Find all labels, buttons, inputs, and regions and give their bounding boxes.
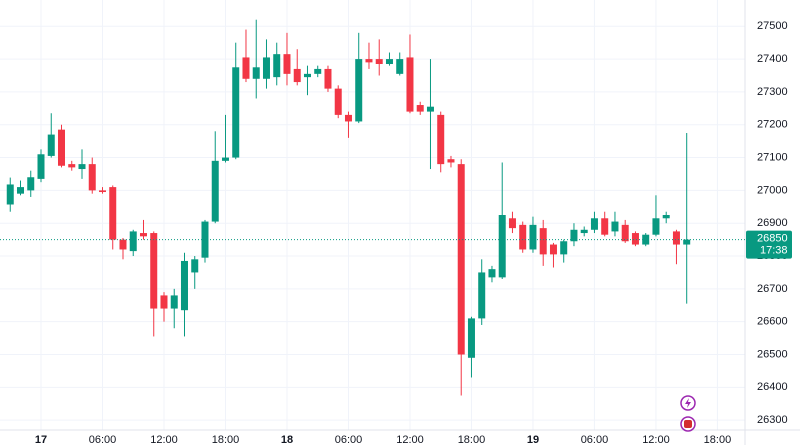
candle-body: [508, 218, 516, 229]
candle-body: [283, 54, 291, 74]
candle-body: [365, 59, 373, 63]
candle-body: [139, 233, 147, 237]
candle-body: [447, 159, 455, 163]
y-tick-label: 27200: [757, 119, 788, 131]
candle-body: [47, 134, 55, 156]
candle-body: [88, 164, 96, 191]
candle-body: [129, 231, 137, 252]
candle-body: [303, 73, 311, 78]
x-tick-label: 12:00: [642, 434, 670, 445]
y-tick-label: 26300: [757, 414, 788, 426]
candle-body: [334, 88, 342, 115]
candle-body: [191, 259, 199, 273]
candle-body: [406, 57, 414, 112]
candle-body: [16, 187, 24, 194]
y-tick-label: 27500: [757, 20, 788, 32]
candle-body: [180, 260, 188, 311]
candle-body: [6, 184, 14, 205]
candle-body: [160, 295, 168, 309]
candle-body: [324, 68, 332, 89]
candle-body: [37, 154, 45, 179]
candle-body: [621, 224, 629, 242]
x-tick-label: 19: [527, 434, 539, 445]
x-tick-label: 06:00: [335, 434, 363, 445]
candle-body: [109, 187, 117, 240]
candle-body: [211, 160, 219, 222]
candle-body: [437, 114, 445, 165]
y-tick-label: 27400: [757, 53, 788, 65]
candle-body: [78, 164, 86, 170]
y-tick-label: 26600: [757, 316, 788, 328]
x-tick-label: 12:00: [150, 434, 178, 445]
candle-body: [221, 157, 229, 161]
candle-body: [262, 57, 270, 79]
flag-icon-glyph: [684, 420, 692, 428]
y-tick-label: 26500: [757, 348, 788, 360]
candle-body: [170, 295, 178, 309]
candle-body: [344, 114, 352, 122]
candle-body: [98, 190, 106, 193]
candle-body: [27, 177, 35, 191]
candle-body: [396, 59, 404, 74]
y-tick-label: 26400: [757, 381, 788, 393]
candle-body: [273, 54, 281, 78]
y-tick-label: 26900: [757, 217, 788, 229]
price-tag-countdown: 17:38: [760, 245, 788, 257]
candle-body: [631, 233, 639, 245]
candle-body: [683, 239, 691, 245]
y-tick-label: 26700: [757, 283, 788, 295]
candle-body: [355, 59, 363, 122]
candle-body: [498, 215, 506, 278]
candle-body: [539, 228, 547, 255]
candle-body: [426, 106, 434, 112]
candle-body: [652, 218, 660, 235]
price-tag: [746, 230, 792, 259]
y-tick-label: 27300: [757, 86, 788, 98]
candle-body: [672, 231, 680, 245]
candle-body: [57, 129, 65, 166]
candle-body: [560, 241, 568, 255]
candle-body: [662, 215, 670, 219]
candle-body: [457, 164, 465, 355]
candle-body: [232, 67, 240, 158]
x-tick-label: 17: [35, 434, 47, 445]
y-tick-label: 27100: [757, 151, 788, 163]
candle-body: [375, 59, 383, 65]
candle-body: [580, 229, 588, 234]
x-tick-label: 18: [281, 434, 293, 445]
candle-body: [385, 59, 393, 65]
candle-body: [119, 239, 127, 250]
x-tick-label: 06:00: [89, 434, 117, 445]
candle-body: [242, 57, 250, 79]
x-tick-label: 18:00: [458, 434, 486, 445]
candle-body: [68, 164, 76, 168]
event-icon-glyph: [685, 398, 691, 408]
x-tick-label: 18:00: [212, 434, 240, 445]
candle-body: [488, 269, 496, 278]
candle-body: [611, 221, 619, 232]
candle-body: [293, 68, 301, 83]
candle-body: [467, 318, 475, 358]
price-tag-value: 26850: [757, 233, 788, 245]
candle-body: [314, 68, 322, 74]
x-tick-label: 12:00: [396, 434, 424, 445]
candle-body: [529, 224, 537, 250]
candle-body: [478, 272, 486, 319]
candle-body: [150, 233, 158, 309]
icons: [680, 395, 696, 432]
candle-body: [252, 67, 260, 79]
candle-body: [416, 105, 424, 112]
y-tick-label: 27000: [757, 184, 788, 196]
x-tick-label: 18:00: [704, 434, 732, 445]
x-tick-label: 06:00: [581, 434, 609, 445]
candle-body: [549, 244, 557, 255]
candle-body: [570, 229, 578, 242]
candle-body: [519, 224, 527, 250]
candle-body: [590, 218, 598, 230]
candle-body: [601, 218, 609, 235]
